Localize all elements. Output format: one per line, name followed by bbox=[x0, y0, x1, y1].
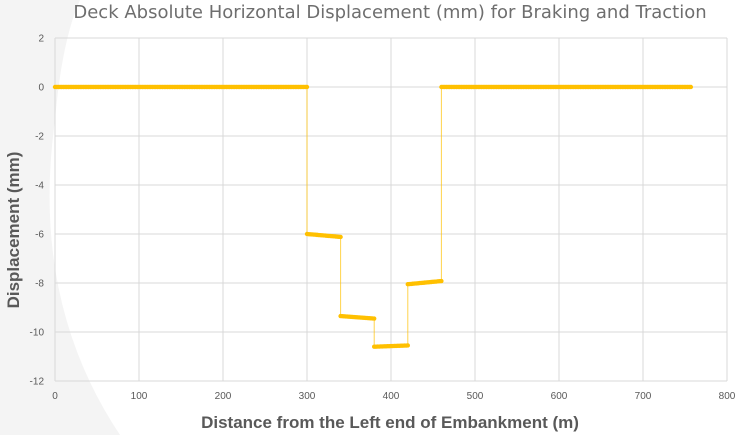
x-tick-label: 200 bbox=[215, 391, 232, 402]
data-point bbox=[372, 316, 377, 321]
x-tick-label: 500 bbox=[467, 391, 484, 402]
x-tick-label: 300 bbox=[299, 391, 316, 402]
tick-labels: 2 0 -2 -4 -6 -8 -10 -12 0 100 200 300 400 500 600 700 80… bbox=[30, 34, 736, 403]
y-tick-label: 2 bbox=[38, 34, 44, 45]
data-point bbox=[304, 84, 310, 90]
x-tick-label: 800 bbox=[719, 391, 736, 402]
x-tick-label: 600 bbox=[551, 391, 568, 402]
data-point bbox=[338, 234, 343, 240]
x-tick-label: 700 bbox=[635, 391, 652, 402]
series-points bbox=[52, 84, 694, 349]
x-tick-label: 400 bbox=[383, 391, 400, 402]
y-tick-label: -4 bbox=[35, 181, 44, 192]
y-tick-label: -12 bbox=[30, 377, 45, 388]
x-tick-label: 0 bbox=[52, 391, 58, 402]
background-decoration bbox=[0, 0, 120, 435]
y-tick-label: -2 bbox=[35, 132, 44, 143]
data-point bbox=[405, 343, 410, 348]
x-axis-title: Distance from the Left end of Embankment… bbox=[201, 413, 579, 432]
y-tick-label: -10 bbox=[30, 328, 45, 339]
x-tick-label: 100 bbox=[131, 391, 148, 402]
y-tick-label: -8 bbox=[35, 279, 44, 290]
gridlines bbox=[54, 37, 728, 382]
y-tick-label: -6 bbox=[35, 230, 44, 241]
chart-title: Deck Absolute Horizontal Displacement (m… bbox=[73, 2, 706, 23]
y-axis-title: Displacement (mm) bbox=[4, 152, 23, 309]
y-tick-label: 0 bbox=[38, 83, 44, 94]
data-point bbox=[688, 84, 694, 90]
series-lines bbox=[55, 86, 691, 348]
data-point bbox=[439, 278, 444, 284]
